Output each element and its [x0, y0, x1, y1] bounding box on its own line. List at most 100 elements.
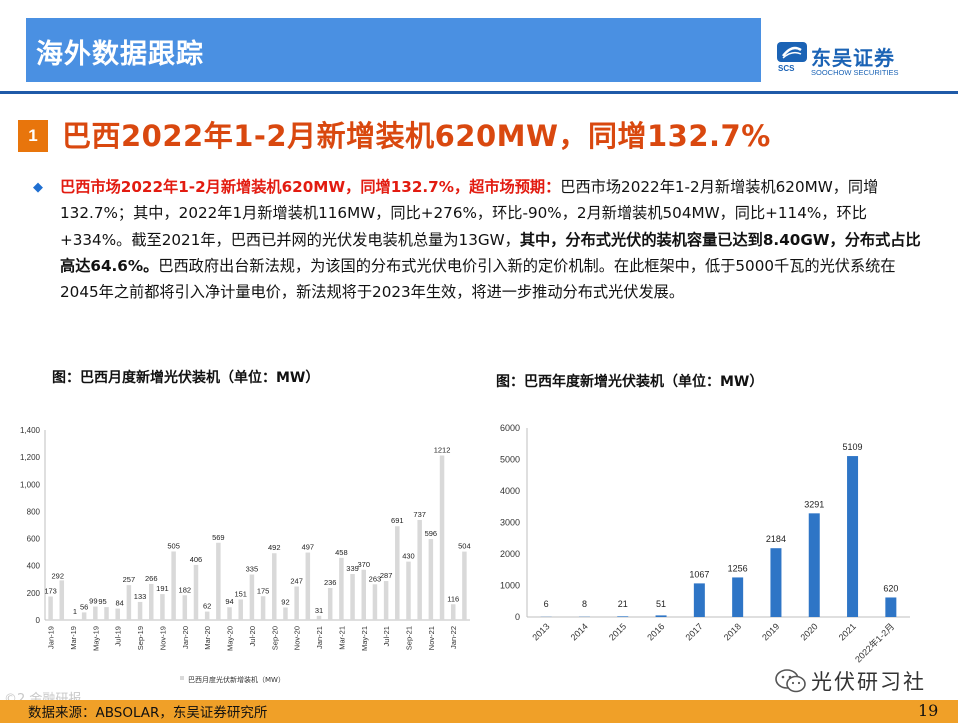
x-tick-label: Jan-22	[449, 626, 458, 649]
bar	[294, 586, 299, 620]
x-tick-label: 2014	[569, 621, 590, 642]
y-tick-label: 1,000	[20, 480, 41, 489]
x-tick-label: Jan-19	[47, 626, 56, 649]
data-label: 62	[203, 602, 211, 611]
data-label: 505	[167, 541, 180, 550]
data-label: 21	[618, 599, 628, 609]
body-part1: 巴西市场2022年1-2月新增装机620MW，同增132.7%；其中，2022年…	[60, 178, 879, 249]
data-label: 92	[281, 598, 289, 607]
logo-english: SOOCHOW SECURITIES	[811, 68, 899, 77]
bar	[417, 519, 422, 620]
bar	[48, 596, 53, 620]
data-label: 458	[335, 548, 348, 557]
data-label: 406	[190, 555, 203, 564]
page-title: 海外数据跟踪	[36, 39, 204, 70]
wechat-icon	[775, 669, 806, 693]
y-tick-label: 1000	[500, 581, 520, 591]
data-label: 1212	[434, 446, 451, 455]
x-tick-label: Jul-20	[248, 626, 257, 646]
data-label: 6	[544, 599, 549, 609]
data-label: 191	[156, 584, 169, 593]
data-label: 5109	[843, 442, 863, 452]
section-title: 巴西2022年1-2月新增装机620MW，同增132.7%	[62, 119, 771, 153]
data-label: 492	[268, 543, 281, 552]
bar	[59, 580, 65, 620]
y-tick-label: 0	[515, 612, 520, 622]
data-label: 335	[246, 565, 259, 574]
bar	[361, 569, 366, 620]
logo-chinese: 东吴证券	[811, 46, 895, 70]
legend-swatch	[180, 676, 184, 680]
data-label: 116	[447, 594, 459, 603]
y-tick-label: 1,200	[20, 453, 41, 462]
body-paragraph: 巴西市场2022年1-2月新增装机620MW，同增132.7%，超市场预期：巴西…	[60, 174, 930, 305]
data-label: 151	[234, 590, 247, 599]
y-tick-label: 6000	[500, 423, 520, 433]
data-label: 99	[89, 597, 97, 606]
bar	[327, 587, 333, 620]
soochow-logo-mark: SCS	[777, 42, 807, 72]
body-lead: 巴西市场2022年1-2月新增装机620MW，同增132.7%，超市场预期：	[60, 178, 561, 196]
legend-label: 巴西月度光伏新增装机（MW）	[188, 675, 285, 684]
x-tick-label: Mar-20	[203, 626, 212, 650]
bullet-diamond-icon: ◆	[33, 180, 43, 195]
y-tick-label: 4000	[500, 486, 520, 496]
bar	[272, 553, 277, 620]
data-label: 8	[582, 599, 587, 609]
y-tick-label: 3000	[500, 518, 520, 528]
bar	[450, 604, 456, 620]
header-bar	[26, 18, 761, 82]
page-number: 19	[918, 701, 939, 720]
x-tick-label: Sep-19	[136, 626, 145, 650]
bar	[93, 606, 98, 620]
x-tick-label: 2015	[607, 621, 628, 642]
data-label: 266	[145, 574, 158, 583]
bar	[204, 611, 210, 620]
data-label: 175	[257, 586, 270, 595]
x-tick-label: 2017	[684, 621, 705, 642]
x-tick-label: Jul-19	[114, 626, 123, 646]
y-tick-label: 600	[27, 535, 41, 544]
data-label: 1	[73, 607, 77, 616]
chart-right-title: 图：巴西年度新增光伏装机（单位：MW）	[496, 374, 764, 390]
data-label: 430	[402, 552, 415, 561]
bar	[372, 584, 378, 620]
bar	[383, 581, 389, 620]
bar	[171, 551, 176, 620]
data-label: 1256	[728, 563, 748, 573]
data-label: 691	[391, 516, 404, 525]
bar	[137, 601, 143, 620]
bar	[227, 607, 232, 620]
bar	[305, 552, 311, 620]
data-label: 497	[302, 543, 315, 552]
data-label: 95	[98, 597, 106, 606]
bar	[885, 597, 897, 617]
x-tick-label: 2020	[798, 621, 819, 642]
bar	[847, 456, 859, 617]
x-tick-label: Nov-21	[427, 626, 436, 650]
y-tick-label: 1,400	[20, 426, 41, 435]
bar	[149, 583, 154, 620]
soochow-logo: SCS 东吴证券 SOOCHOW SECURITIES	[775, 40, 925, 80]
data-label: 84	[116, 599, 124, 608]
data-label: 31	[315, 606, 323, 615]
data-label: 287	[380, 571, 393, 580]
y-tick-label: 2000	[500, 549, 520, 559]
data-label: 257	[123, 575, 136, 584]
bar	[115, 608, 120, 620]
bar	[283, 607, 288, 620]
data-label: 56	[80, 602, 88, 611]
data-label: 504	[458, 542, 471, 551]
data-label: 182	[179, 585, 192, 594]
bar	[770, 548, 782, 617]
bar	[316, 615, 322, 620]
data-label: 173	[44, 587, 57, 596]
x-tick-label: May-20	[226, 626, 235, 651]
logo-mark-text: SCS	[778, 64, 795, 72]
x-tick-label: Sep-20	[270, 626, 279, 650]
data-label: 3291	[804, 499, 824, 509]
x-tick-label: 2013	[530, 621, 551, 642]
wechat-label: 光伏研习社	[811, 670, 926, 694]
bar	[655, 615, 667, 617]
data-label: 737	[413, 510, 426, 519]
